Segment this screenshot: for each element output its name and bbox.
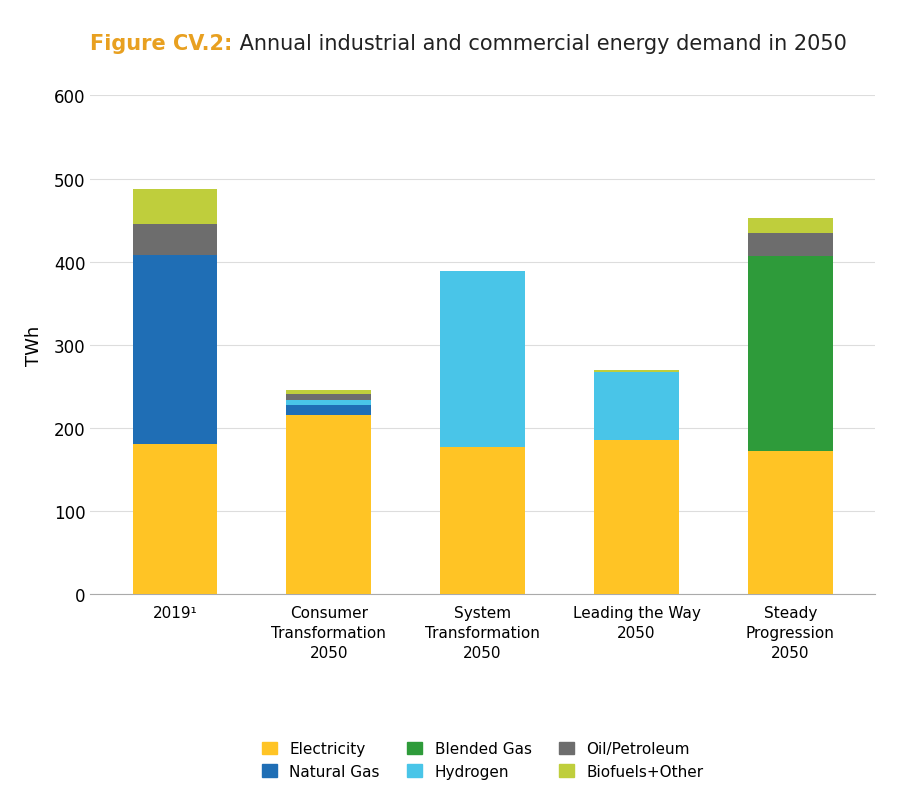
Bar: [748, 451, 833, 594]
Bar: [748, 234, 833, 256]
Legend: Electricity, Natural Gas, Blended Gas, Hydrogen, Oil/Petroleum, Biofuels+Other: Electricity, Natural Gas, Blended Gas, H…: [262, 741, 704, 779]
Bar: [748, 218, 833, 234]
Bar: [133, 190, 217, 225]
Bar: [748, 256, 833, 451]
Bar: [440, 271, 525, 447]
Bar: [133, 445, 217, 594]
Bar: [287, 416, 371, 594]
Text: Annual industrial and commercial energy demand in 2050: Annual industrial and commercial energy …: [233, 35, 846, 54]
Bar: [594, 373, 678, 441]
Bar: [287, 401, 371, 405]
Bar: [287, 394, 371, 401]
Y-axis label: TWh: TWh: [24, 325, 42, 365]
Bar: [594, 371, 678, 373]
Bar: [440, 447, 525, 594]
Bar: [594, 441, 678, 594]
Bar: [133, 255, 217, 445]
Bar: [287, 405, 371, 416]
Text: Figure CV.2:: Figure CV.2:: [90, 35, 233, 54]
Bar: [287, 391, 371, 394]
Bar: [133, 225, 217, 255]
